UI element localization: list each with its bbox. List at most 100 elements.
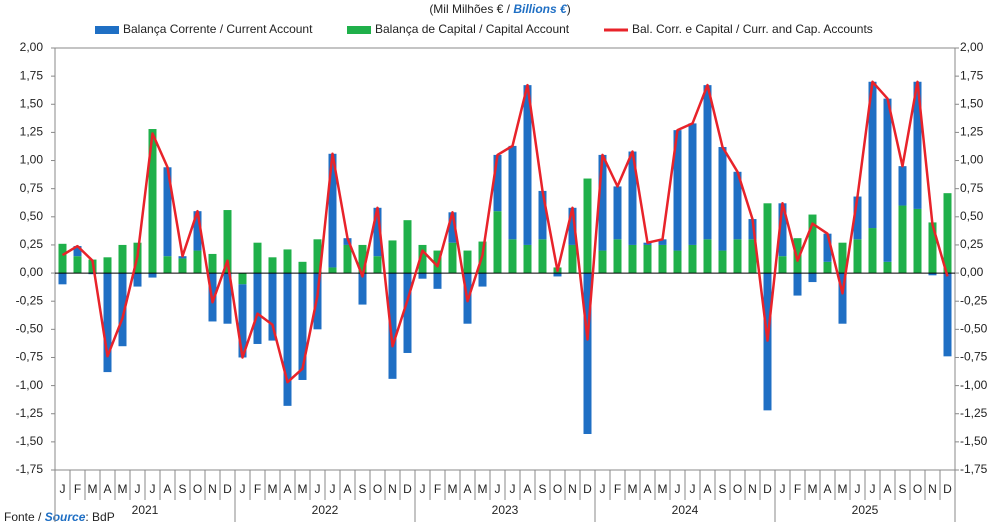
bar [208, 253, 217, 274]
bar [418, 273, 427, 279]
bar [673, 250, 682, 274]
x-tick-label: O [193, 482, 202, 496]
bar [118, 244, 127, 274]
x-tick-label: S [898, 482, 906, 496]
x-tick-label: M [808, 482, 818, 496]
bar [643, 244, 652, 274]
y2-tick-label: -1,00 [960, 378, 988, 392]
x-tick-label: F [74, 482, 81, 496]
bar [688, 244, 697, 274]
bar [613, 239, 622, 274]
bar [598, 154, 607, 251]
x-tick-label: D [763, 482, 772, 496]
x-tick-label: M [118, 482, 128, 496]
bar [448, 242, 457, 274]
bar [433, 273, 442, 289]
bar [853, 196, 862, 240]
y2-tick-label: -0,25 [960, 293, 988, 307]
bar [298, 261, 307, 274]
bar [283, 249, 292, 274]
bar [778, 256, 787, 274]
bar [343, 244, 352, 274]
bar [73, 256, 82, 274]
x-tick-label: F [614, 482, 621, 496]
bar [718, 147, 727, 251]
bar [583, 273, 592, 434]
bar [568, 244, 577, 274]
bar [553, 273, 562, 277]
bar [73, 246, 82, 257]
title-en: Billions € [513, 2, 568, 16]
legend-swatch [347, 26, 371, 34]
x-tick-label: A [163, 482, 171, 496]
bar [328, 153, 337, 268]
bar [928, 273, 937, 276]
y-tick-label: -1,50 [16, 434, 44, 448]
y-tick-label: 0,00 [20, 265, 44, 279]
y-tick-label: -1,00 [16, 378, 44, 392]
x-tick-label: M [268, 482, 278, 496]
bar [388, 273, 397, 379]
bar [523, 244, 532, 274]
bar [148, 129, 157, 274]
y-tick-label: 1,75 [20, 68, 44, 82]
bar [793, 273, 802, 296]
x-tick-label: M [658, 482, 668, 496]
bar [403, 273, 412, 353]
x-tick-label: S [538, 482, 546, 496]
bar [808, 273, 817, 283]
bar [733, 171, 742, 240]
x-tick-label: J [135, 482, 141, 496]
bar [253, 242, 262, 274]
x-tick-label: J [315, 482, 321, 496]
bar [238, 284, 247, 358]
bar [628, 151, 637, 245]
bar [373, 256, 382, 274]
bar [328, 267, 337, 274]
bar [298, 273, 307, 380]
year-label: 2024 [672, 503, 699, 517]
bar [898, 205, 907, 274]
bar [403, 220, 412, 274]
x-tick-label: N [208, 482, 217, 496]
bar [193, 250, 202, 274]
bar [853, 239, 862, 274]
bar [223, 210, 232, 274]
bar [418, 244, 427, 274]
x-tick-label: M [628, 482, 638, 496]
x-tick-label: D [943, 482, 952, 496]
y-tick-label: -0,25 [16, 293, 44, 307]
x-tick-label: J [60, 482, 66, 496]
bar [673, 130, 682, 251]
y-tick-label: 0,75 [20, 181, 44, 195]
bar [268, 257, 277, 274]
title-end: ) [567, 2, 571, 16]
bar [718, 250, 727, 274]
x-tick-label: D [223, 482, 232, 496]
bar [163, 256, 172, 274]
bar [913, 81, 922, 209]
bar [103, 273, 112, 373]
bar [613, 186, 622, 240]
bar [868, 81, 877, 229]
bar [583, 178, 592, 274]
bar [838, 242, 847, 274]
x-tick-label: N [748, 482, 757, 496]
y2-tick-label: -0,50 [960, 322, 988, 336]
y2-tick-label: 1,25 [960, 125, 984, 139]
bar [58, 243, 67, 274]
x-tick-label: N [388, 482, 397, 496]
x-tick-label: O [913, 482, 922, 496]
y2-tick-label: -1,75 [960, 462, 988, 476]
y-tick-label: 1,50 [20, 96, 44, 110]
x-tick-label: F [794, 482, 801, 496]
bar [598, 250, 607, 274]
y-tick-label: 1,25 [20, 125, 44, 139]
y2-tick-label: 1,50 [960, 96, 984, 110]
y2-tick-label: -1,25 [960, 406, 988, 420]
bar [493, 154, 502, 212]
x-tick-label: J [600, 482, 606, 496]
x-tick-label: A [103, 482, 111, 496]
x-tick-label: F [254, 482, 261, 496]
y2-tick-label: 0,25 [960, 237, 984, 251]
